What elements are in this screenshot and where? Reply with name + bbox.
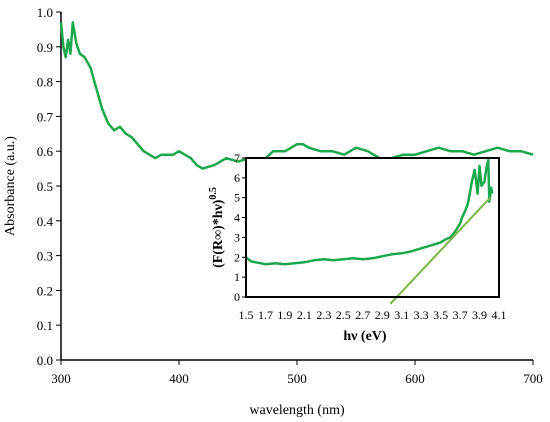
main-x-tick-label: 600 bbox=[405, 371, 425, 386]
main-x-tick-label: 500 bbox=[287, 371, 307, 386]
inset-y-tick-label: 6 bbox=[234, 171, 240, 185]
main-x-tick-label: 700 bbox=[523, 371, 543, 386]
inset-y-tick-label: 0 bbox=[234, 290, 240, 304]
inset-y-tick-label: 1 bbox=[234, 270, 240, 284]
inset-fit-line bbox=[389, 197, 491, 305]
main-y-tick-label: 1.0 bbox=[37, 5, 53, 20]
inset-y-tick-label: 4 bbox=[234, 211, 240, 225]
main-x-tick-label: 400 bbox=[169, 371, 189, 386]
inset-x-tick-label: 4.1 bbox=[492, 308, 507, 322]
main-x-tick-label: 300 bbox=[51, 371, 71, 386]
inset-x-tick-label: 2.1 bbox=[297, 308, 312, 322]
inset-x-tick-label: 2.5 bbox=[336, 308, 351, 322]
main-y-tick-label: 0.4 bbox=[37, 214, 54, 229]
inset-y-tick-label: 7 bbox=[234, 151, 240, 165]
inset-x-tick-label: 3.3 bbox=[414, 308, 429, 322]
inset-x-tick-label: 3.5 bbox=[433, 308, 448, 322]
inset-frame bbox=[245, 157, 500, 298]
main-y-axis-label: Absorbance (a.u.) bbox=[3, 136, 18, 236]
inset-x-tick-label: 2.3 bbox=[316, 308, 331, 322]
main-y-tick-label: 0.7 bbox=[37, 109, 54, 124]
main-y-tick-label: 0.9 bbox=[37, 40, 53, 55]
main-y-tick-label: 0.8 bbox=[37, 75, 53, 90]
inset-y-axis-label: (F(R∞)*hν)0.5 bbox=[208, 187, 226, 268]
main-ticks: 300 400 500 600 700 0.0 0.1 0.2 0.3 0.4 0.5 0.6 0.7 0… bbox=[37, 5, 543, 386]
inset-y-tick-label: 2 bbox=[234, 250, 240, 264]
inset-x-tick-label: 2.7 bbox=[355, 308, 370, 322]
inset-ticks: 1.5 1.7 1.9 2.1 2.3 2.5 2.7 2.9 3.1 3.3 3.5 3.7 3.9 4… bbox=[234, 151, 507, 322]
inset-x-tick-label: 3.1 bbox=[394, 308, 409, 322]
inset-x-tick-label: 3.7 bbox=[453, 308, 468, 322]
inset-series-line bbox=[245, 158, 494, 266]
inset-x-axis-label: hν (eV) bbox=[343, 329, 387, 344]
inset-y-tick-label: 5 bbox=[234, 191, 240, 205]
inset-x-tick-label: 1.9 bbox=[277, 308, 292, 322]
inset-y-axis-label-main: (F(R∞)*hν) bbox=[211, 199, 226, 268]
inset-x-tick-label: 2.9 bbox=[375, 308, 390, 322]
inset-x-tick-label: 1.5 bbox=[239, 308, 254, 322]
inset-chart: 1.5 1.7 1.9 2.1 2.3 2.5 2.7 2.9 3.1 3.3 3.5 3.7 3.9 4… bbox=[208, 151, 507, 344]
inset-y-tick-label: 3 bbox=[234, 230, 240, 244]
main-x-axis-label: wavelength (nm) bbox=[249, 403, 345, 418]
main-y-tick-label: 0.1 bbox=[37, 318, 53, 333]
main-y-tick-label: 0.0 bbox=[37, 353, 53, 368]
inset-x-tick-label: 1.7 bbox=[258, 308, 273, 322]
inset-y-axis-label-exponent: 0.5 bbox=[208, 187, 219, 200]
inset-x-tick-label: 3.9 bbox=[472, 308, 487, 322]
main-y-tick-label: 0.5 bbox=[37, 179, 53, 194]
main-y-tick-label: 0.3 bbox=[37, 249, 53, 264]
main-y-tick-label: 0.2 bbox=[37, 283, 53, 298]
main-chart: 300 400 500 600 700 0.0 0.1 0.2 0.3 0.4 0.5 0.6 0.7 0… bbox=[3, 5, 543, 418]
main-y-tick-label: 0.6 bbox=[37, 144, 54, 159]
main-series-line bbox=[59, 21, 534, 170]
